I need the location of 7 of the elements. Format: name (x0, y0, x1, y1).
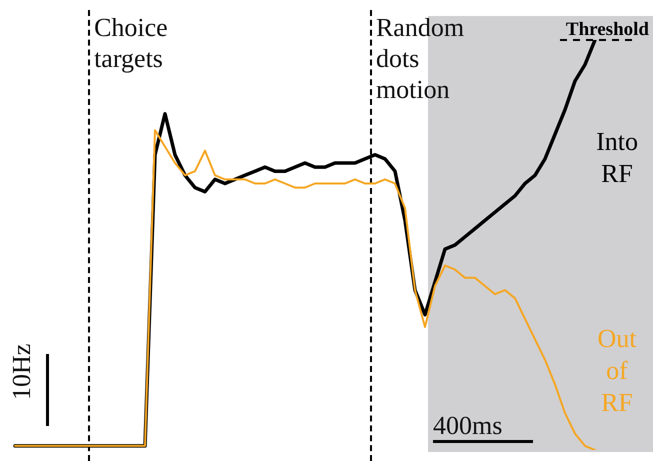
series-label: Out of RF (598, 324, 638, 417)
series-label: Into RF (596, 127, 638, 188)
ref-line-label: Threshold (566, 19, 650, 40)
annotation: 400ms (433, 410, 502, 441)
annotation: Choice targets (94, 12, 168, 74)
annotation: Random dots motion (376, 12, 464, 105)
annotation: 10Hz (6, 344, 37, 400)
